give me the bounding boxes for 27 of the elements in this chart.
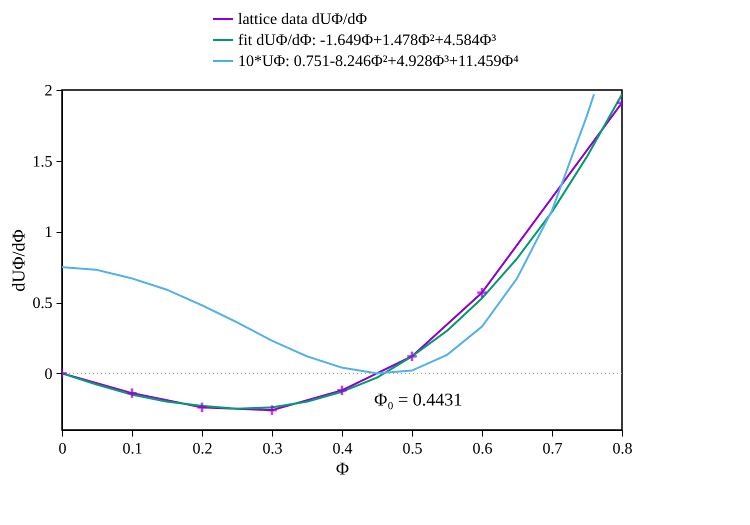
x-tick-label: 0.5: [402, 440, 422, 458]
y-tick-label: 1: [44, 224, 52, 242]
legend-label: 10*UΦ: 0.751-8.246Φ²+4.928Φ³+11.459Φ⁴: [238, 53, 520, 70]
y-tick-label: 1.5: [32, 153, 52, 170]
x-tick-label: 0.2: [192, 440, 212, 458]
x-tick-label: 0.7: [542, 440, 562, 458]
y-tick-label: 0.5: [32, 295, 52, 312]
y-tick-label: 2: [44, 82, 52, 100]
x-tick-label: 0.6: [472, 440, 492, 458]
point: [336, 384, 348, 396]
annotation: Φ₀ = 0.4431: [374, 389, 462, 410]
x-axis-title: Φ: [336, 458, 350, 478]
point: [406, 350, 418, 362]
x-tick-label: 0: [58, 440, 66, 458]
point: [126, 387, 138, 400]
x-tick-label: 0.1: [122, 440, 142, 458]
point: [196, 401, 208, 414]
y-axis-title: dUΦ/dΦ: [8, 229, 28, 292]
point: [476, 286, 488, 299]
legend-label: lattice data dUΦ/dΦ: [238, 11, 368, 28]
line-series: [62, 93, 595, 374]
y-tick-label: 0: [44, 366, 52, 383]
point: [266, 404, 278, 416]
x-tick-label: 0.3: [262, 440, 282, 458]
x-tick-label: 0.4: [332, 440, 352, 458]
legend-label: fit dUΦ/dΦ: -1.649Φ+1.478Φ²+4.584Φ³: [238, 32, 496, 49]
x-tick-label: 0.8: [612, 440, 632, 458]
